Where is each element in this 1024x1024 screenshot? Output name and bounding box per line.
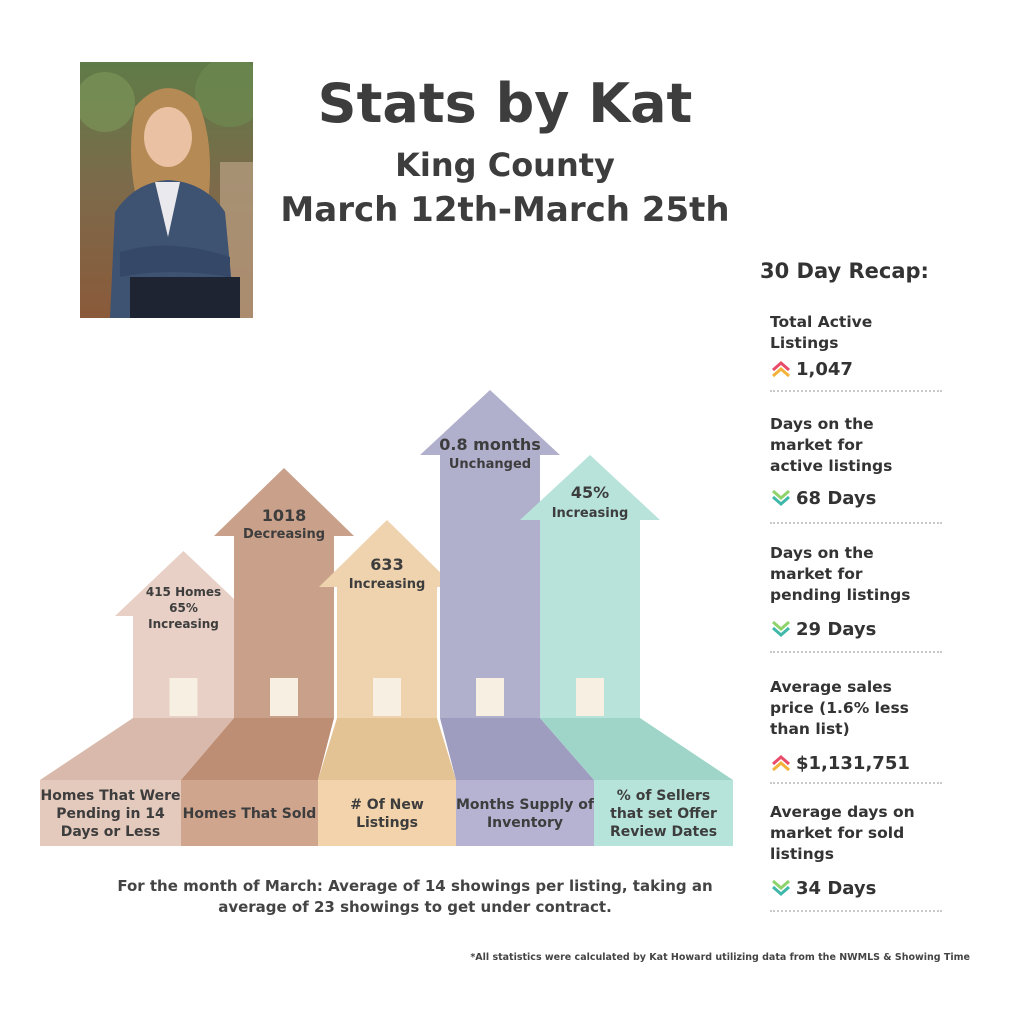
recap-value-text: 68 Days [796, 487, 877, 509]
floor-perspective [40, 718, 234, 780]
base-label-line: # Of New [350, 797, 424, 813]
double-chevron-up-icon [772, 361, 790, 378]
label-box [456, 780, 594, 846]
county-subtitle: King County [395, 146, 615, 184]
arrow-house-shape [319, 520, 455, 718]
recap-value: 68 Days [770, 487, 942, 509]
recap-item-days-pending: Days on the market for pending listings … [770, 543, 942, 653]
arrow-house-shape [115, 551, 252, 718]
page-title: Stats by Kat [317, 72, 693, 135]
base-label-line: Listings [356, 815, 418, 831]
base-label-line: Pending in 14 [56, 806, 165, 822]
disclaimer: *All statistics were calculated by Kat H… [470, 952, 970, 963]
base-label-line: that set Offer [610, 806, 717, 822]
stat-value: 633 [370, 555, 403, 574]
agent-photo [80, 62, 253, 318]
base-label-line: Review Dates [610, 824, 717, 840]
base-label-line: Homes That Sold [183, 806, 317, 822]
recap-item-avg-price: Average sales price (1.6% less than list… [770, 677, 942, 784]
label-box [318, 780, 456, 846]
arrow-house-shape [520, 455, 660, 718]
recap-value: 29 Days [770, 618, 942, 640]
base-label-line: Homes That Were [41, 788, 181, 804]
stat-value: 415 Homes [146, 585, 221, 599]
house-door [476, 678, 504, 716]
recap-value-text: 34 Days [796, 877, 877, 899]
stat-detail: 65% [169, 601, 198, 615]
label-box [181, 780, 318, 846]
double-chevron-down-icon [772, 489, 790, 506]
recap-title: 30 Day Recap: [760, 259, 929, 283]
recap-item-days-active: Days on the market for active listings 6… [770, 414, 942, 524]
recap-item-avg-days-sold: Average days on market for sold listings… [770, 802, 942, 912]
recap-value-text: $1,131,751 [796, 752, 910, 774]
stat-column-1: 415 Homes 65% Increasing Homes That Were Pen… [40, 551, 252, 846]
stat-detail: Increasing [148, 617, 219, 631]
date-range: March 12th-March 25th [280, 190, 730, 230]
double-chevron-down-icon [772, 879, 790, 896]
floor-perspective [181, 718, 334, 780]
house-door [169, 678, 198, 716]
stats-infographic: 415 Homes 65% Increasing Homes That Were Pen… [40, 390, 733, 846]
recap-value: 34 Days [770, 877, 942, 899]
stat-detail: Unchanged [449, 457, 531, 472]
stat-detail: Increasing [349, 577, 426, 592]
recap-label: Days on the market for pending listings [770, 544, 911, 604]
recap-label: Average sales price (1.6% less than list… [770, 678, 909, 738]
stat-column-4: 0.8 months Unchanged Months Supply of Inven… [420, 390, 595, 846]
stat-column-3: 633 Increasing # Of New Listings [318, 520, 456, 846]
double-chevron-up-icon [772, 755, 790, 772]
recap-label: Total Active Listings [770, 313, 873, 352]
base-label-line: Months Supply of [456, 797, 595, 813]
recap-label: Days on the market for active listings [770, 415, 893, 475]
recap-item-active-listings: Total Active Listings 1,047 [770, 312, 942, 392]
stat-detail: Increasing [552, 506, 629, 521]
base-label-line: Days or Less [61, 824, 160, 840]
double-chevron-down-icon [772, 620, 790, 637]
stat-value: 45% [571, 483, 609, 502]
stat-detail: Decreasing [243, 527, 325, 542]
floor-perspective [440, 718, 594, 780]
label-box [594, 780, 733, 846]
base-label-line: % of Sellers [617, 788, 710, 804]
house-door [576, 678, 604, 716]
stat-value: 1018 [262, 506, 307, 525]
house-door [373, 678, 401, 716]
recap-value-text: 29 Days [796, 618, 877, 640]
stat-value: 0.8 months [439, 435, 541, 454]
house-door [270, 678, 298, 716]
arrow-house-shape [214, 468, 354, 718]
arrow-house-shape [420, 390, 560, 718]
recap-value: 1,047 [770, 358, 942, 380]
stat-column-5: 45% Increasing % of Sellers that set Offer R… [520, 455, 733, 846]
floor-perspective [540, 718, 733, 780]
recap-value: $1,131,751 [770, 752, 942, 774]
floor-perspective [318, 718, 456, 780]
recap-value-text: 1,047 [796, 358, 853, 380]
showings-footnote: For the month of March: Average of 14 sh… [117, 877, 713, 916]
base-label-line: Inventory [487, 815, 563, 831]
label-box [40, 780, 181, 846]
recap-label: Average days on market for sold listings [770, 803, 915, 863]
stat-column-2: 1018 Decreasing Homes That Sold [181, 468, 354, 846]
